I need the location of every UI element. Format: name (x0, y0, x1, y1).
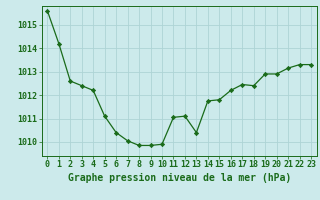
X-axis label: Graphe pression niveau de la mer (hPa): Graphe pression niveau de la mer (hPa) (68, 173, 291, 183)
